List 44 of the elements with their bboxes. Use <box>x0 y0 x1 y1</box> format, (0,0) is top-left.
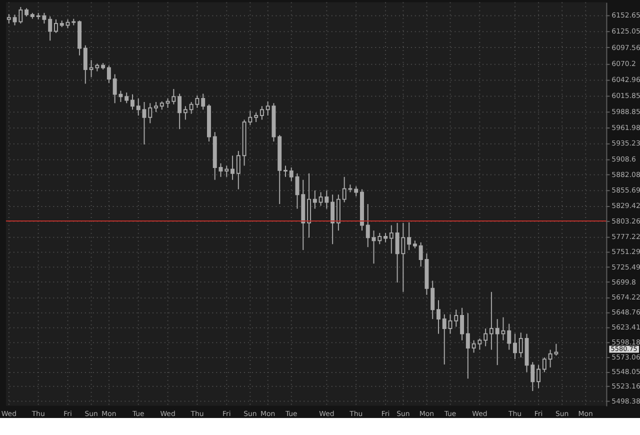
candlestick <box>442 314 446 365</box>
candlestick <box>260 106 264 120</box>
candlestick <box>224 165 229 178</box>
candlestick <box>518 332 523 358</box>
candlestick <box>542 356 546 373</box>
candlestick <box>106 64 111 84</box>
candlestick <box>130 94 134 110</box>
candlestick <box>307 172 312 238</box>
candlestick <box>336 194 340 232</box>
candlestick <box>183 106 188 120</box>
candlestick <box>378 232 382 245</box>
candlestick <box>289 166 294 182</box>
candlestick <box>372 230 376 264</box>
candlestick <box>54 18 58 34</box>
candlestick <box>430 280 435 320</box>
candlestick <box>389 224 394 254</box>
candlestick <box>136 98 140 116</box>
candlestick <box>489 291 494 350</box>
candlestick <box>513 333 517 360</box>
candlestick <box>124 92 129 104</box>
candlestick <box>460 307 464 341</box>
candlestick <box>507 323 512 350</box>
candlestick <box>142 101 146 145</box>
candlestick <box>384 232 388 243</box>
candlestick <box>466 312 470 380</box>
candlestick <box>230 155 235 180</box>
candlestick <box>201 93 206 110</box>
candlestick <box>48 16 52 42</box>
candlestick <box>330 194 335 245</box>
candlestick <box>354 186 358 197</box>
candlestick <box>154 101 158 113</box>
candlestick <box>218 162 223 178</box>
candlestick <box>178 93 182 130</box>
candlestick <box>148 102 152 124</box>
candlestick <box>83 44 88 84</box>
candlestick <box>236 150 240 190</box>
candlestick <box>536 364 541 389</box>
candlestick <box>366 204 370 248</box>
candlestick <box>484 328 488 347</box>
candlestick <box>254 112 258 123</box>
candlestick <box>284 165 288 178</box>
candlestick <box>312 190 317 210</box>
candlestick <box>436 300 440 334</box>
candlestick <box>407 222 412 251</box>
